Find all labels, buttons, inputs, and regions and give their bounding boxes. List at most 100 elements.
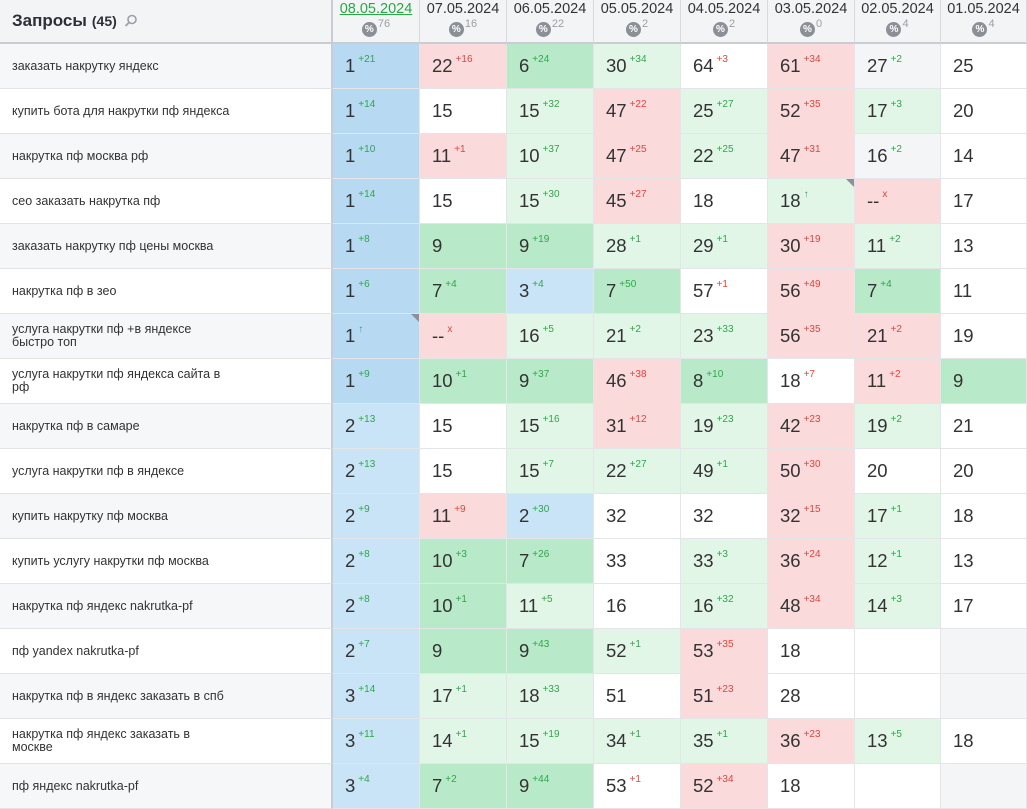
position-value: 15 (432, 460, 453, 481)
percent-icon[interactable]: % (625, 22, 641, 37)
percent-icon[interactable]: % (535, 22, 551, 37)
position-value: 30 (606, 55, 627, 76)
position-change: +23 (716, 413, 734, 425)
position-cell: 9 +19 (507, 224, 594, 269)
query-name[interactable]: сео заказать накрутка пф (0, 179, 333, 224)
position-change: +34 (629, 53, 647, 65)
query-name[interactable]: заказать накрутку яндекс (0, 44, 333, 89)
query-name[interactable]: купить бота для накрутки пф яндекса (0, 89, 333, 134)
position-value: 7 (867, 280, 878, 301)
date-label[interactable]: 08.05.2024 (339, 1, 413, 17)
position-value: 13 (953, 550, 974, 571)
position-cell: 34 +1 (594, 719, 681, 764)
position-value: 20 (953, 460, 974, 481)
position-cell: 19 (941, 314, 1027, 359)
position-change: +3 (716, 548, 728, 560)
position-cell: 18 (768, 764, 855, 809)
date-column-header: 02.05.2024% 4 (855, 0, 941, 44)
position-value: 2 (345, 595, 356, 616)
query-name[interactable]: купить накрутку пф москва (0, 494, 333, 539)
query-name[interactable]: пф yandex nakrutka-pf (0, 629, 333, 674)
position-cell: 15 +32 (507, 89, 594, 134)
position-value: 27 (867, 55, 888, 76)
position-change: +24 (532, 53, 550, 65)
query-name[interactable]: купить услугу накрутки пф москва (0, 539, 333, 584)
position-change: +25 (716, 143, 734, 155)
position-cell: 19 +2 (855, 404, 941, 449)
position-value: 18 (953, 505, 974, 526)
position-value: 51 (606, 685, 627, 706)
date-label[interactable]: 04.05.2024 (687, 1, 761, 17)
position-change: +11 (358, 728, 375, 740)
position-cell: 12 +1 (855, 539, 941, 584)
position-value: 56 (780, 325, 801, 346)
position-value: 16 (693, 595, 714, 616)
visibility-percent: 4 (902, 18, 909, 30)
position-change: +37 (532, 368, 550, 380)
position-cell: 9 +44 (507, 764, 594, 809)
position-cell: 21 +2 (594, 314, 681, 359)
position-cell: 22 +16 (420, 44, 507, 89)
position-cell: 1 +14 (333, 89, 420, 134)
percent-icon[interactable]: % (799, 22, 815, 37)
position-change: +2 (890, 53, 902, 65)
date-column-header: 03.05.2024% 0 (768, 0, 855, 44)
query-name[interactable]: услуга накрутки пф яндекса сайта в рф (0, 359, 333, 404)
position-change: +35 (803, 98, 821, 110)
position-cell: 17 +1 (855, 494, 941, 539)
position-cell: 9 +37 (507, 359, 594, 404)
position-value: 9 (432, 235, 443, 256)
percent-icon[interactable]: % (972, 22, 988, 37)
position-cell: 10 +1 (420, 584, 507, 629)
position-cell: 19 +23 (681, 404, 768, 449)
position-change: +1 (629, 233, 641, 245)
position-cell: 32 +15 (768, 494, 855, 539)
query-name[interactable]: накрутка пф в яндекс заказать в спб (0, 674, 333, 719)
query-name[interactable]: услуга накрутки пф +в яндексе быстро топ (0, 314, 333, 359)
date-label[interactable]: 03.05.2024 (774, 1, 848, 17)
position-change: +7 (803, 368, 815, 380)
query-name[interactable]: пф яндекс nakrutka-pf (0, 764, 333, 809)
percent-icon[interactable]: % (448, 22, 464, 37)
position-cell: 15 (420, 449, 507, 494)
position-value: 16 (606, 595, 627, 616)
position-value: 57 (693, 280, 714, 301)
position-cell: 48 +34 (768, 584, 855, 629)
position-value: 9 (519, 775, 530, 796)
date-label[interactable]: 02.05.2024 (861, 1, 934, 17)
position-cell: 17 (941, 584, 1027, 629)
date-label[interactable]: 05.05.2024 (600, 1, 674, 17)
position-cell: 3 +14 (333, 674, 420, 719)
query-name[interactable]: накрутка пф в самаре (0, 404, 333, 449)
position-cell: 56 +49 (768, 269, 855, 314)
position-cell: 51 (594, 674, 681, 719)
position-change: +23 (716, 683, 734, 695)
date-label[interactable]: 01.05.2024 (947, 1, 1020, 17)
date-label[interactable]: 06.05.2024 (513, 1, 587, 17)
position-value: -- (432, 325, 445, 346)
position-cell: 22 +25 (681, 134, 768, 179)
search-icon[interactable] (124, 14, 138, 28)
date-label[interactable]: 07.05.2024 (426, 1, 500, 17)
position-value: 46 (606, 370, 627, 391)
percent-icon[interactable]: % (712, 22, 728, 37)
position-cell: 7 +4 (855, 269, 941, 314)
position-change: +1 (629, 728, 641, 740)
query-name[interactable]: накрутка пф в зео (0, 269, 333, 314)
position-cell: 29 +1 (681, 224, 768, 269)
position-cell: 9 +43 (507, 629, 594, 674)
position-value: 28 (780, 685, 801, 706)
percent-icon[interactable]: % (886, 22, 902, 37)
query-name[interactable]: заказать накрутку пф цены москва (0, 224, 333, 269)
query-name[interactable]: накрутка пф яндекс заказать в москве (0, 719, 333, 764)
query-name[interactable]: накрутка пф яндекс nakrutka-pf (0, 584, 333, 629)
position-value: 15 (519, 460, 540, 481)
position-value: 7 (432, 280, 443, 301)
position-cell: 2 +30 (507, 494, 594, 539)
query-name[interactable]: услуга накрутки пф в яндексе (0, 449, 333, 494)
position-value: 16 (867, 145, 888, 166)
percent-icon[interactable]: % (361, 22, 377, 37)
query-name[interactable]: накрутка пф москва рф (0, 134, 333, 179)
position-value: 11 (867, 235, 887, 256)
position-value: 10 (519, 145, 540, 166)
